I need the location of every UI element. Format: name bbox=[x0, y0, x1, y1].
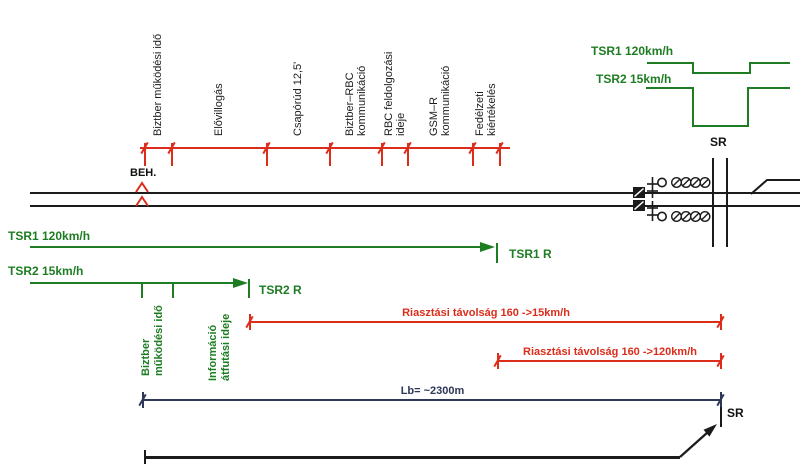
tsr2-waveform-label: TSR2 15km/h bbox=[596, 72, 672, 86]
tsr2-end-bar bbox=[248, 279, 250, 298]
note-biztber-mukodesi-ido: Biztber működési idő bbox=[140, 305, 165, 376]
tsr2-arrowhead-icon bbox=[233, 278, 248, 288]
alert-distance-15-label: Riasztási távolság 160 ->15km/h bbox=[402, 307, 570, 319]
train-symbol-upper-icon bbox=[633, 176, 711, 198]
beh-label: BEH. bbox=[130, 167, 157, 179]
turnout-line bbox=[750, 179, 800, 195]
tsr1-end-label: TSR1 R bbox=[509, 247, 552, 261]
dim-tick-icon bbox=[407, 143, 409, 166]
beh-chevron-icon bbox=[135, 181, 149, 193]
lb-distance-line bbox=[143, 399, 722, 401]
dim-tick-icon bbox=[329, 143, 331, 166]
bottom-profile-line bbox=[145, 456, 680, 459]
train-symbol-lower-icon bbox=[633, 200, 711, 222]
timeline-axis-line bbox=[140, 147, 510, 149]
track-line-top bbox=[30, 192, 800, 194]
tsr1-waveform-label: TSR1 120km/h bbox=[591, 44, 674, 58]
tsr2-distance-line bbox=[30, 282, 233, 284]
bottom-sr-bar bbox=[720, 407, 722, 427]
bottom-arrowhead-icon bbox=[703, 424, 717, 437]
track-line-bottom bbox=[30, 205, 800, 207]
sr-label-top: SR bbox=[710, 135, 727, 149]
green-tick-icon bbox=[141, 283, 143, 298]
alert-distance-15-line bbox=[250, 321, 722, 323]
alert-distance-120-label: Riasztási távolság 160 ->120km/h bbox=[523, 346, 697, 358]
lb-distance-label: Lb= ~2300m bbox=[400, 385, 465, 397]
dim-tick-icon bbox=[171, 143, 173, 166]
dim-tick-icon bbox=[472, 143, 474, 166]
note-informacio-atfutasi-ideje: Információ átfutási ideje bbox=[207, 313, 232, 381]
dim-tick-icon bbox=[144, 143, 146, 166]
dim-tick-icon bbox=[266, 143, 268, 166]
sr-marker-line-right bbox=[726, 158, 728, 247]
bottom-arrow-shaft bbox=[679, 431, 709, 458]
tsr2-waveform bbox=[646, 87, 790, 127]
tsr1-line-label: TSR1 120km/h bbox=[8, 229, 91, 243]
sr-label-bottom: SR bbox=[727, 406, 744, 420]
tsr1-arrowhead-icon bbox=[480, 242, 495, 252]
tsr2-end-label: TSR2 R bbox=[259, 283, 302, 297]
tsr2-line-label: TSR2 15km/h bbox=[8, 264, 84, 278]
alert-distance-120-line bbox=[498, 360, 722, 362]
dim-tick-icon bbox=[499, 143, 501, 166]
tsr1-waveform bbox=[647, 62, 790, 74]
green-tick-icon bbox=[172, 283, 174, 298]
sr-marker-line-left bbox=[712, 158, 714, 247]
tsr1-distance-line bbox=[30, 246, 480, 248]
dim-tick-icon bbox=[381, 143, 383, 166]
beh-chevron-icon bbox=[135, 195, 149, 207]
tsr1-end-bar bbox=[496, 243, 498, 263]
